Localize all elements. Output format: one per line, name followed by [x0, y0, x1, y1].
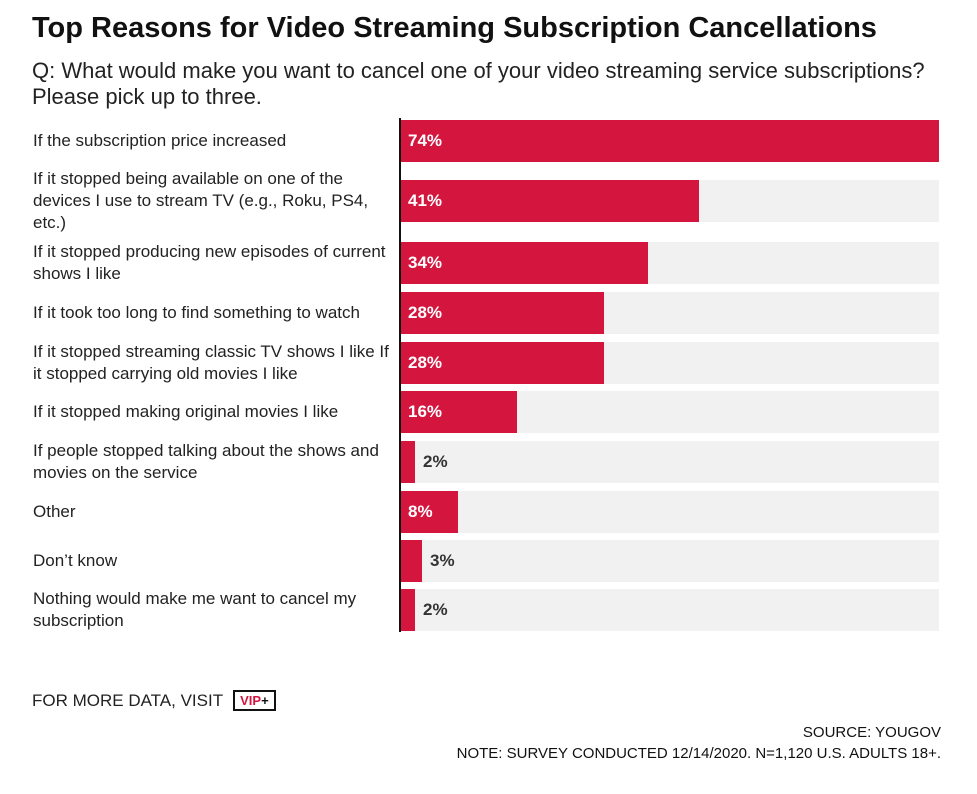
bar	[400, 491, 458, 533]
more-data-text: FOR MORE DATA, VISIT	[32, 690, 224, 710]
bar-track: 28%	[400, 292, 939, 334]
vip-plus-logo[interactable]: VIP +	[233, 690, 276, 711]
category-label: If it stopped being available on one of …	[33, 169, 369, 232]
bar	[400, 242, 648, 284]
category-label: Don’t know	[33, 551, 118, 570]
bar	[400, 589, 415, 631]
category-label: Nothing would make me want to cancel my …	[33, 589, 357, 630]
plus-text: +	[261, 693, 269, 708]
bar	[400, 292, 604, 334]
bar-track: 28%	[400, 342, 939, 384]
chart-subtitle: Q: What would make you want to cancel on…	[32, 58, 925, 109]
value-label: 34%	[408, 253, 443, 272]
value-label: 3%	[430, 551, 455, 570]
value-label: 41%	[408, 191, 443, 210]
category-label: Other	[33, 502, 76, 521]
more-data-link[interactable]: FOR MORE DATA, VISIT VIP +	[32, 690, 276, 711]
bar	[400, 540, 422, 582]
category-label: If it stopped producing new episodes of …	[33, 242, 386, 283]
bar-track: 8%	[400, 491, 939, 533]
bar-track: 34%	[400, 242, 939, 284]
value-label: 74%	[408, 131, 443, 150]
chart-title: Top Reasons for Video Streaming Subscrip…	[32, 12, 877, 44]
axis-line	[399, 118, 401, 632]
category-label: If it took too long to find something to…	[33, 303, 360, 322]
source-text: SOURCE: YOUGOV	[802, 724, 941, 741]
bar	[400, 441, 415, 483]
value-label: 28%	[408, 303, 443, 322]
bar	[400, 391, 517, 433]
bar-track: 3%	[400, 540, 939, 582]
value-label: 8%	[408, 502, 433, 521]
value-label: 16%	[408, 402, 443, 421]
bar	[400, 180, 699, 222]
bar-track: 16%	[400, 391, 939, 433]
bar-track: 2%	[400, 589, 939, 631]
bar-track: 41%	[400, 180, 939, 222]
note-text: NOTE: SURVEY CONDUCTED 12/14/2020. N=1,1…	[456, 745, 941, 762]
category-label: If people stopped talking about the show…	[33, 441, 379, 482]
category-label: If the subscription price increased	[33, 131, 287, 150]
source-note: SOURCE: YOUGOV NOTE: SURVEY CONDUCTED 12…	[457, 722, 941, 764]
bar	[400, 120, 939, 162]
value-label: 2%	[423, 452, 448, 471]
vip-text: VIP	[240, 693, 262, 708]
category-label: If it stopped streaming classic TV shows…	[33, 342, 389, 383]
value-label: 2%	[423, 600, 448, 619]
bar-track: 74%	[400, 120, 939, 162]
bar	[400, 342, 604, 384]
category-label: If it stopped making original movies I l…	[33, 402, 339, 421]
value-label: 28%	[408, 353, 443, 372]
bar-track: 2%	[400, 441, 939, 483]
